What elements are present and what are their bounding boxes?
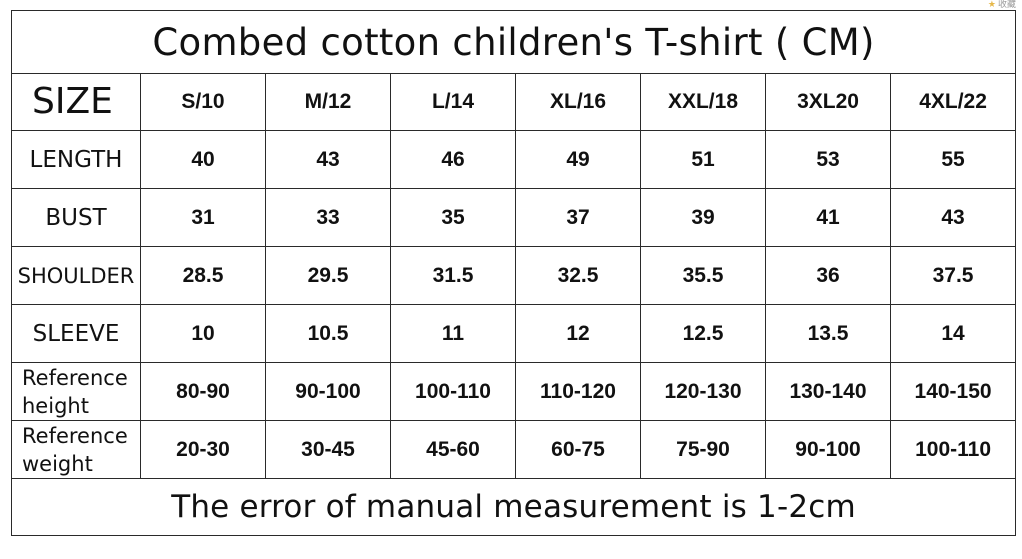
- table-row: Reference weight 20-30 30-45 45-60 60-75 …: [11, 420, 1017, 479]
- measurement-note: The error of manual measurement is 1-2cm: [10, 478, 1017, 536]
- table-cell: 28.5: [140, 246, 266, 305]
- table-row: LENGTH 40 43 46 49 51 53 55: [11, 130, 1017, 189]
- table-cell: 46: [390, 130, 516, 189]
- table-cell: 12: [515, 304, 641, 363]
- table-cell: 40: [140, 130, 266, 189]
- table-cell: 53: [765, 130, 891, 189]
- table-cell: 130-140: [765, 362, 891, 421]
- row-label-line: height: [22, 393, 89, 418]
- table-cell: 39: [640, 188, 766, 247]
- table-cell: 120-130: [640, 362, 766, 421]
- size-header-cell: S/10: [140, 73, 266, 131]
- table-cell: 33: [265, 188, 391, 247]
- chart-title: Combed cotton children's T-shirt ( CM): [10, 10, 1017, 74]
- table-cell: 37: [515, 188, 641, 247]
- size-header-cell: M/12: [265, 73, 391, 131]
- table-cell: 49: [515, 130, 641, 189]
- table-cell: 90-100: [765, 420, 891, 479]
- size-label: SIZE: [11, 73, 141, 131]
- table-cell: 110-120: [515, 362, 641, 421]
- table-cell: 43: [265, 130, 391, 189]
- table-row: Reference height 80-90 90-100 100-110 110…: [11, 362, 1017, 421]
- table-cell: 20-30: [140, 420, 266, 479]
- table-cell: 100-110: [889, 420, 1017, 479]
- row-label-shoulder: SHOULDER: [11, 246, 141, 305]
- table-cell: 31: [140, 188, 266, 247]
- table-cell: 36: [765, 246, 891, 305]
- table-cell: 12.5: [640, 304, 766, 363]
- size-header-cell: L/14: [390, 73, 516, 131]
- size-header-row: SIZE S/10 M/12 L/14 XL/16 XXL/18 3XL20 4…: [11, 73, 1017, 131]
- table-cell: 90-100: [265, 362, 391, 421]
- table-cell: 31.5: [390, 246, 516, 305]
- size-header-cell: 3XL20: [765, 73, 891, 131]
- corner-tag: ★ 收藏: [988, 0, 1016, 10]
- size-header-cell: XL/16: [515, 73, 641, 131]
- table-cell: 10: [140, 304, 266, 363]
- table-row: SLEEVE 10 10.5 11 12 12.5 13.5 14: [11, 304, 1017, 363]
- table-cell: 11: [390, 304, 516, 363]
- corner-tag-label: 收藏: [997, 0, 1016, 10]
- size-chart-table: Combed cotton children's T-shirt ( CM) S…: [10, 10, 1017, 536]
- table-cell: 14: [889, 304, 1017, 363]
- table-cell: 29.5: [265, 246, 391, 305]
- table-cell: 51: [640, 130, 766, 189]
- table-cell: 80-90: [140, 362, 266, 421]
- table-cell: 55: [889, 130, 1017, 189]
- row-label-reference-height: Reference height: [11, 362, 141, 421]
- table-cell: 43: [889, 188, 1017, 247]
- table-cell: 41: [765, 188, 891, 247]
- table-cell: 60-75: [515, 420, 641, 479]
- table-cell: 100-110: [390, 362, 516, 421]
- table-cell: 13.5: [765, 304, 891, 363]
- table-cell: 30-45: [265, 420, 391, 479]
- row-label-line: Reference: [22, 365, 128, 390]
- table-cell: 45-60: [390, 420, 516, 479]
- table-cell: 37.5: [889, 246, 1017, 305]
- row-label-line: weight: [22, 451, 93, 476]
- size-header-cell: 4XL/22: [889, 73, 1017, 131]
- row-label-length: LENGTH: [11, 130, 141, 189]
- table-cell: 32.5: [515, 246, 641, 305]
- table-cell: 35.5: [640, 246, 766, 305]
- table-row: SHOULDER 28.5 29.5 31.5 32.5 35.5 36 37.…: [11, 246, 1017, 305]
- table-row: BUST 31 33 35 37 39 41 43: [11, 188, 1017, 247]
- star-icon: ★: [987, 0, 996, 10]
- row-label-bust: BUST: [11, 188, 141, 247]
- row-label-line: Reference: [22, 423, 128, 448]
- table-cell: 75-90: [640, 420, 766, 479]
- table-cell: 140-150: [889, 362, 1017, 421]
- size-header-cell: XXL/18: [640, 73, 766, 131]
- row-label-reference-weight: Reference weight: [11, 420, 141, 479]
- table-cell: 10.5: [265, 304, 391, 363]
- row-label-sleeve: SLEEVE: [11, 304, 141, 363]
- table-cell: 35: [390, 188, 516, 247]
